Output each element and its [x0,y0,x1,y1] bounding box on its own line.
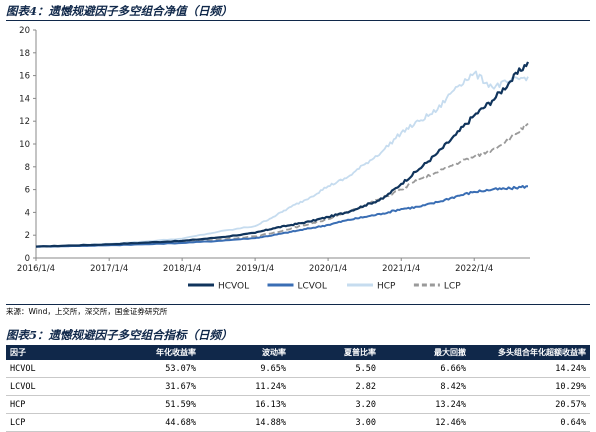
col-header-factor: 因子 [10,348,26,357]
legend-label-hcvol: HCVOL [218,282,249,292]
y-tick-label: 6 [25,186,30,196]
col-header-excess-return: 多头组合年化超额收益率 [498,348,586,357]
x-tick-label: 2020/1/4 [309,264,347,274]
y-tick-label: 0 [25,254,30,264]
cell-factor: HCVOL [6,360,110,378]
y-tick-label: 8 [25,163,30,173]
figure4-title: 图表4：遗憾规避因子多空组合净值（日频） [6,2,590,21]
table-row: LCVOL 31.67% 11.24% 2.82 8.42% 10.29% [6,377,590,396]
series-line-hcp [35,70,529,248]
y-tick-label: 18 [19,49,30,59]
cell-annual-return: 53.07% [110,360,200,378]
y-tick-label: 20 [19,26,30,36]
cell-excess-return: 14.24% [470,360,590,378]
col-header-max-drawdown: 最大回撤 [434,348,466,357]
x-tick-label: 2016/1/4 [17,264,55,274]
factor-metrics-table: 因子 年化收益率 波动率 夏普比率 最大回撤 多头组合年化超额收益率 HCVOL… [6,345,590,432]
cell-volatility: 9.65% [200,360,290,378]
col-header-annual-return: 年化收益率 [156,348,196,357]
series-line-lcvol [35,185,528,248]
y-tick-label: 12 [19,117,30,127]
cell-factor: HCP [6,395,110,414]
cell-annual-return: 51.59% [110,395,200,414]
cell-volatility: 11.24% [200,377,290,396]
cell-factor: LCVOL [6,377,110,396]
series-line-hcvol [35,61,530,248]
y-tick-label: 14 [19,94,30,104]
legend-label-hcp: HCP [377,282,396,292]
legend-label-lcp: LCP [444,282,461,292]
legend-label-lcvol: LCVOL [298,282,327,292]
cell-max-drawdown: 6.66% [380,360,470,378]
col-header-volatility: 波动率 [262,348,286,357]
cell-max-drawdown: 8.42% [380,377,470,396]
x-tick-label: 2022/1/4 [455,264,493,274]
table-row: HCP 51.59% 16.13% 3.20 13.24% 20.57% [6,395,590,414]
table-row: HCVOL 53.07% 9.65% 5.50 6.66% 14.24% [6,360,590,378]
col-header-sharpe: 夏普比率 [344,348,376,357]
cell-excess-return: 10.29% [470,377,590,396]
table-row: LCP 44.68% 14.88% 3.00 12.46% 0.64% [6,413,590,432]
figure5-title: 图表5：遗憾规避因子多空组合指标（日频） [6,328,233,342]
cell-sharpe: 5.50 [290,360,380,378]
table-header-row: 因子 年化收益率 波动率 夏普比率 最大回撤 多头组合年化超额收益率 [6,345,590,360]
y-tick-label: 16 [19,72,30,82]
cell-sharpe: 2.82 [290,377,380,396]
x-tick-label: 2021/1/4 [382,264,420,274]
cell-volatility: 16.13% [200,395,290,414]
y-tick-label: 4 [25,208,30,218]
series-line-lcp [35,122,529,248]
x-tick-label: 2019/1/4 [236,264,274,274]
cell-annual-return: 31.67% [110,377,200,396]
cell-max-drawdown: 13.24% [380,395,470,414]
x-tick-label: 2017/1/4 [90,264,128,274]
source-note: 来源：Wind，上交所，深交所，国金证券研究所 [6,304,590,319]
y-tick-label: 10 [19,140,30,150]
cell-excess-return: 20.57% [470,395,590,414]
x-tick-label: 2018/1/4 [163,264,201,274]
cell-sharpe: 3.20 [290,395,380,414]
net-value-line-chart: 0 2 4 6 8 10 12 14 16 18 20 2016/1/4 2017/1/4 2018/1… [17,26,530,292]
y-tick-label: 2 [25,231,30,241]
